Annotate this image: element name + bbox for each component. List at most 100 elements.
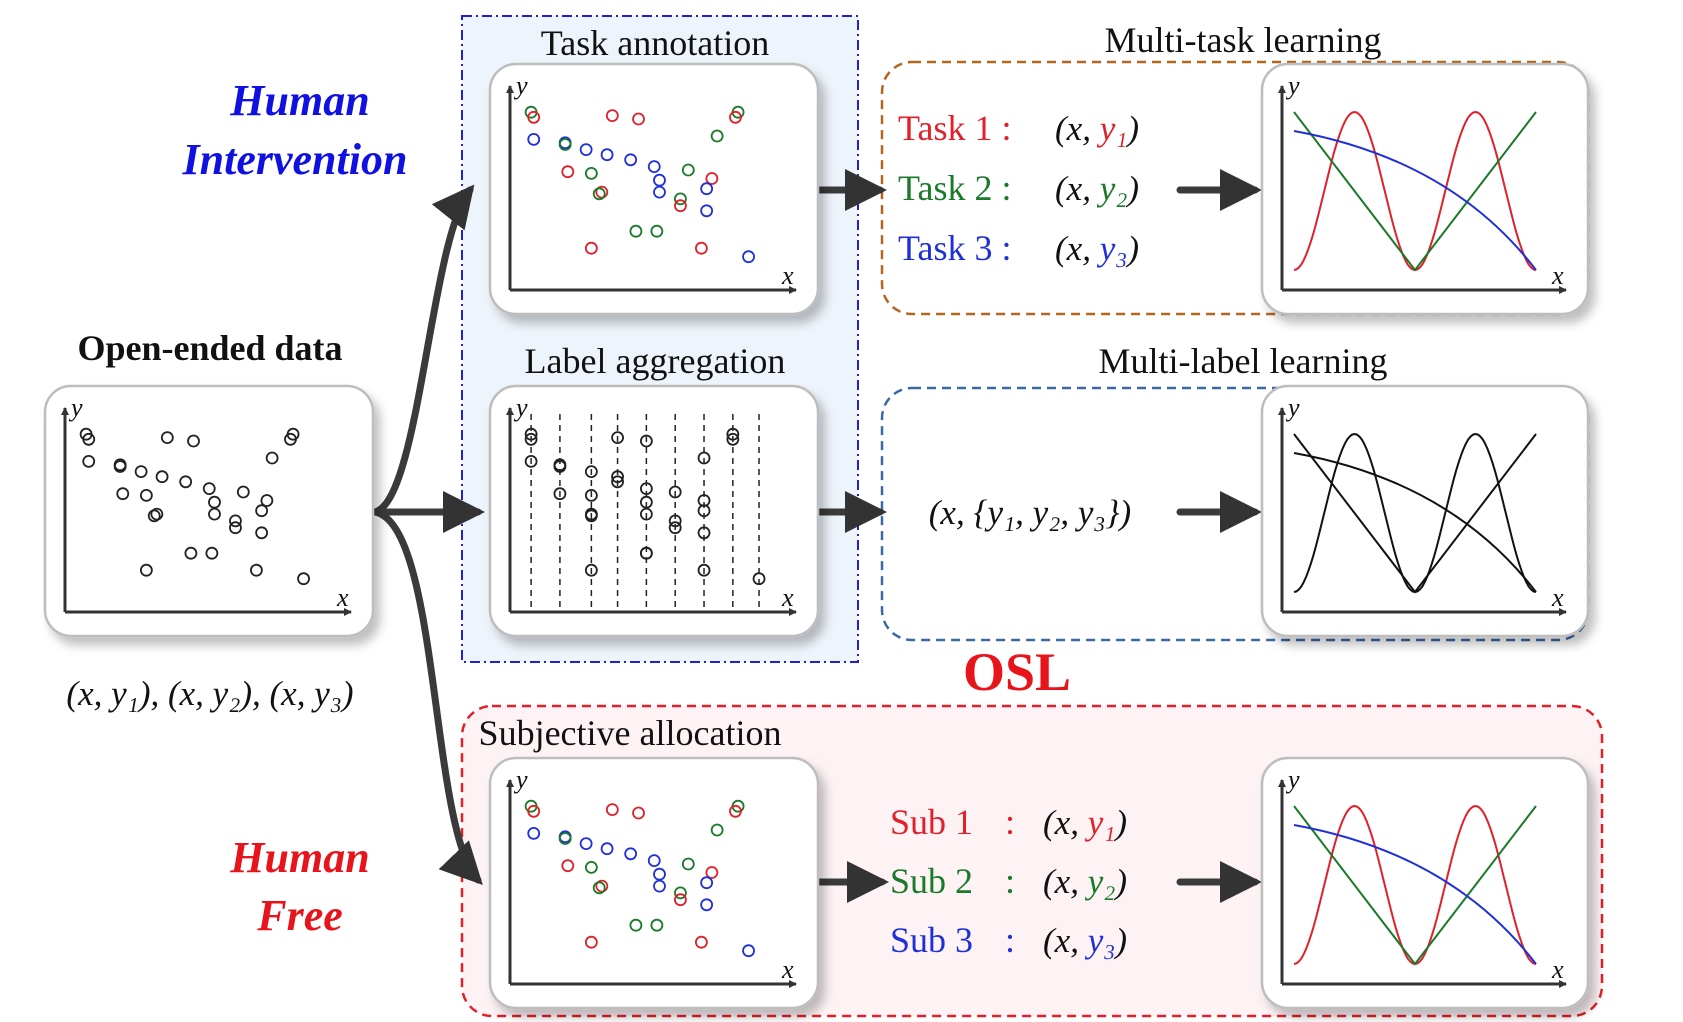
curve-task-2 [1293,805,1537,966]
scatter-point [650,918,664,932]
open-ended-plot: xy [43,384,375,638]
scatter-point [629,224,643,238]
label-aggregation-plot-y-label: y [513,393,528,422]
scatter-point [668,514,682,528]
scatter-point [674,893,687,907]
scatter-point [705,172,719,185]
scatter-point [695,241,708,255]
scatter-point [611,431,624,445]
sub-2-colon: : [1005,861,1015,901]
scatter-point [553,460,567,473]
sub-1-pair: (x, y₁) [1043,803,1127,842]
task-1-name: Task 1 : [898,108,1011,148]
scatter-point [205,546,219,560]
scatter-point [624,847,638,861]
multi-label-box [880,386,1590,642]
scatter-point [579,143,593,157]
open-ended-plot-x-label: x [336,583,349,612]
subjective-allocation-plot-y-label: y [513,765,528,794]
sub-1-name: Sub 1 [890,802,973,842]
arrow-to-subjective-allocation [371,508,483,886]
scatter-point [710,823,724,837]
scatter-point [527,110,541,124]
scatter-point [527,804,541,818]
task-list: Task 1 : (x, y₁) Task 2 : (x, y₂) Task 3… [898,108,1139,268]
flow-arrows [371,169,1262,903]
label-aggregation-plot-frame [488,384,820,638]
scatter-point [705,866,719,879]
sub-3-name: Sub 3 [890,920,973,960]
scatter-point [202,482,216,496]
scatter-point [697,526,711,540]
scatter-point [592,187,606,201]
scatter-point [729,804,742,818]
scatter-point [255,504,269,518]
sub-3-pair: (x, y₃) [1043,921,1127,960]
scatter-point [561,859,575,873]
task-annotation-plot-y-label: y [513,71,528,100]
scatter-point [681,857,695,871]
multi-task-curves: xy [1260,62,1590,316]
multi-label-formula: (x, {y₁, y₂, y₃}) [929,493,1131,532]
scatter-point [592,881,606,895]
scatter-point [700,898,714,912]
scatter-point [681,163,695,177]
scatter-point [208,507,221,521]
scatter-point [695,935,708,949]
scatter-point [632,806,645,820]
scatter-point [632,112,645,126]
scatter-point [674,192,687,206]
curve-task-3 [1293,451,1537,593]
human-intervention-label-2: Intervention [182,135,408,184]
sub-3-colon: : [1005,920,1015,960]
scatter-point [584,241,598,255]
scatter-point [697,563,711,577]
scatter-point [184,546,198,560]
scatter-point [260,494,274,507]
osl-curves: xy [1260,756,1590,1010]
scatter-point [553,487,567,501]
multi-task-curves-x-label: x [1551,261,1564,290]
task-annotation-title: Task annotation [541,23,769,63]
multi-task-curves-frame [1260,62,1590,316]
scatter-point [639,546,653,560]
scatter-point [82,454,96,468]
scatter-point [605,803,619,816]
scatter-point [729,110,742,124]
open-ended-title: Open-ended data [77,328,342,368]
scatter-point [179,475,193,489]
osl-curves-frame [1260,756,1590,1010]
scatter-point [579,837,593,850]
osl-curves-x-label: x [1551,955,1564,984]
scatter-point [524,454,538,468]
scatter-point [249,563,263,577]
open-ended-formula: (x, y₁), (x, y₂), (x, y₃) [66,674,353,713]
human-intervention-label-1: Human [229,76,369,125]
osl-curves-y-label: y [1285,765,1300,794]
scatter-point [742,944,755,958]
scatter-point [139,488,153,502]
scatter-point [674,199,687,213]
sub-1-colon: : [1005,802,1015,842]
scatter-point [187,434,200,448]
scatter-point [527,132,541,146]
scatter-point [668,485,682,499]
task-3-pair: (x, y₃) [1055,229,1139,268]
sub-2-name: Sub 2 [890,861,973,901]
scatter-point [605,109,619,122]
subjective-allocation-plot-x-label: x [781,955,794,984]
scatter-point [752,572,766,586]
multi-task-curves-y-label: y [1285,71,1300,100]
scatter-point [629,918,643,932]
scatter-point [558,138,572,151]
scatter-point [647,854,661,867]
sub-list: Sub 1 : (x, y₁) Sub 2 : (x, y₂) Sub 3 : … [890,802,1127,960]
scatter-point [255,526,269,540]
open-ended-plot-y-label: y [68,393,83,422]
scatter-point [600,148,614,162]
scatter-point [113,460,127,473]
scatter-point [297,572,310,586]
multi-task-box [880,60,1590,316]
scatter-point [668,521,682,535]
